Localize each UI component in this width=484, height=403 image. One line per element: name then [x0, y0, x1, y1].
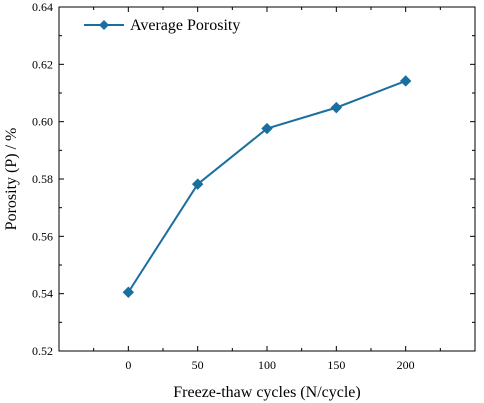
x-tick-label: 50 — [192, 358, 204, 372]
series-layer — [122, 75, 412, 298]
y-tick-label: 0.62 — [32, 57, 53, 71]
y-axis-title: Porosity (P) / % — [3, 128, 20, 231]
y-tick-label: 0.56 — [32, 229, 53, 243]
y-tick-label: 0.58 — [32, 172, 53, 186]
data-point-marker — [330, 101, 343, 114]
y-tick-label: 0.52 — [32, 344, 53, 358]
x-tick-label: 150 — [327, 358, 345, 372]
x-axis: 0 50 100 150 200 — [93, 7, 441, 372]
y-tick-label: 0.54 — [32, 287, 53, 301]
x-tick-label: 200 — [397, 358, 415, 372]
plot-border — [58, 6, 476, 352]
y-tick-label: 0.60 — [32, 115, 53, 129]
legend-marker — [99, 20, 109, 30]
data-point-marker — [122, 286, 135, 298]
series-line-average-porosity — [127, 80, 407, 293]
data-point-marker — [261, 122, 273, 135]
x-axis-title: Freeze-thaw cycles (N/cycle) — [173, 384, 360, 401]
y-axis: 0.52 0.54 0.56 0.58 0.60 0.62 0.64 — [32, 0, 475, 358]
x-tick-label: 0 — [125, 358, 131, 372]
legend: Average Porosity — [84, 17, 240, 34]
data-point-marker — [191, 178, 204, 190]
x-tick-label: 100 — [258, 358, 276, 372]
plot-frame — [58, 6, 476, 352]
y-tick-label: 0.64 — [32, 0, 53, 14]
legend-label: Average Porosity — [130, 17, 240, 34]
data-point-marker — [399, 75, 412, 87]
